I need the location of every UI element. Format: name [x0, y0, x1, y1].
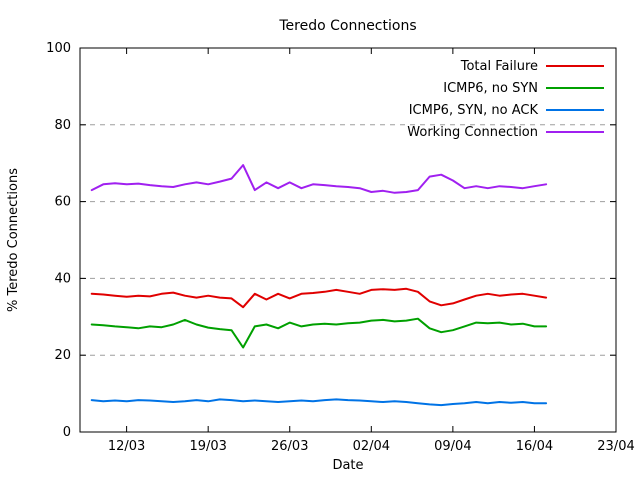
y-tick-label: 80 — [54, 118, 71, 133]
x-tick-label: 19/03 — [189, 439, 226, 454]
y-tick-label: 60 — [54, 195, 71, 210]
chart-title: Teredo Connections — [278, 18, 416, 34]
series-line-3 — [90, 164, 548, 194]
x-tick-label: 02/04 — [353, 439, 390, 454]
x-tick-label: 26/03 — [271, 439, 308, 454]
legend-label-1: ICMP6, no SYN — [443, 81, 538, 96]
y-tick-label: 100 — [46, 41, 71, 56]
y-tick-label: 40 — [54, 271, 71, 286]
legend-label-2: ICMP6, SYN, no ACK — [409, 103, 539, 118]
x-axis-label: Date — [332, 458, 363, 473]
x-tick-label: 16/04 — [516, 439, 553, 454]
plot-border — [79, 47, 617, 433]
y-axis-label: % Teredo Connections — [6, 168, 21, 312]
legend-label-3: Working Connection — [407, 125, 538, 140]
y-tick-label: 20 — [54, 348, 71, 363]
legend-label-0: Total Failure — [460, 59, 538, 74]
x-tick-label: 23/04 — [597, 439, 634, 454]
series-line-0 — [90, 287, 548, 309]
x-tick-label: 12/03 — [108, 439, 145, 454]
y-tick-label: 0 — [63, 425, 71, 440]
x-tick-label: 09/04 — [434, 439, 471, 454]
series-line-1 — [90, 317, 548, 349]
series-line-2 — [90, 398, 548, 407]
